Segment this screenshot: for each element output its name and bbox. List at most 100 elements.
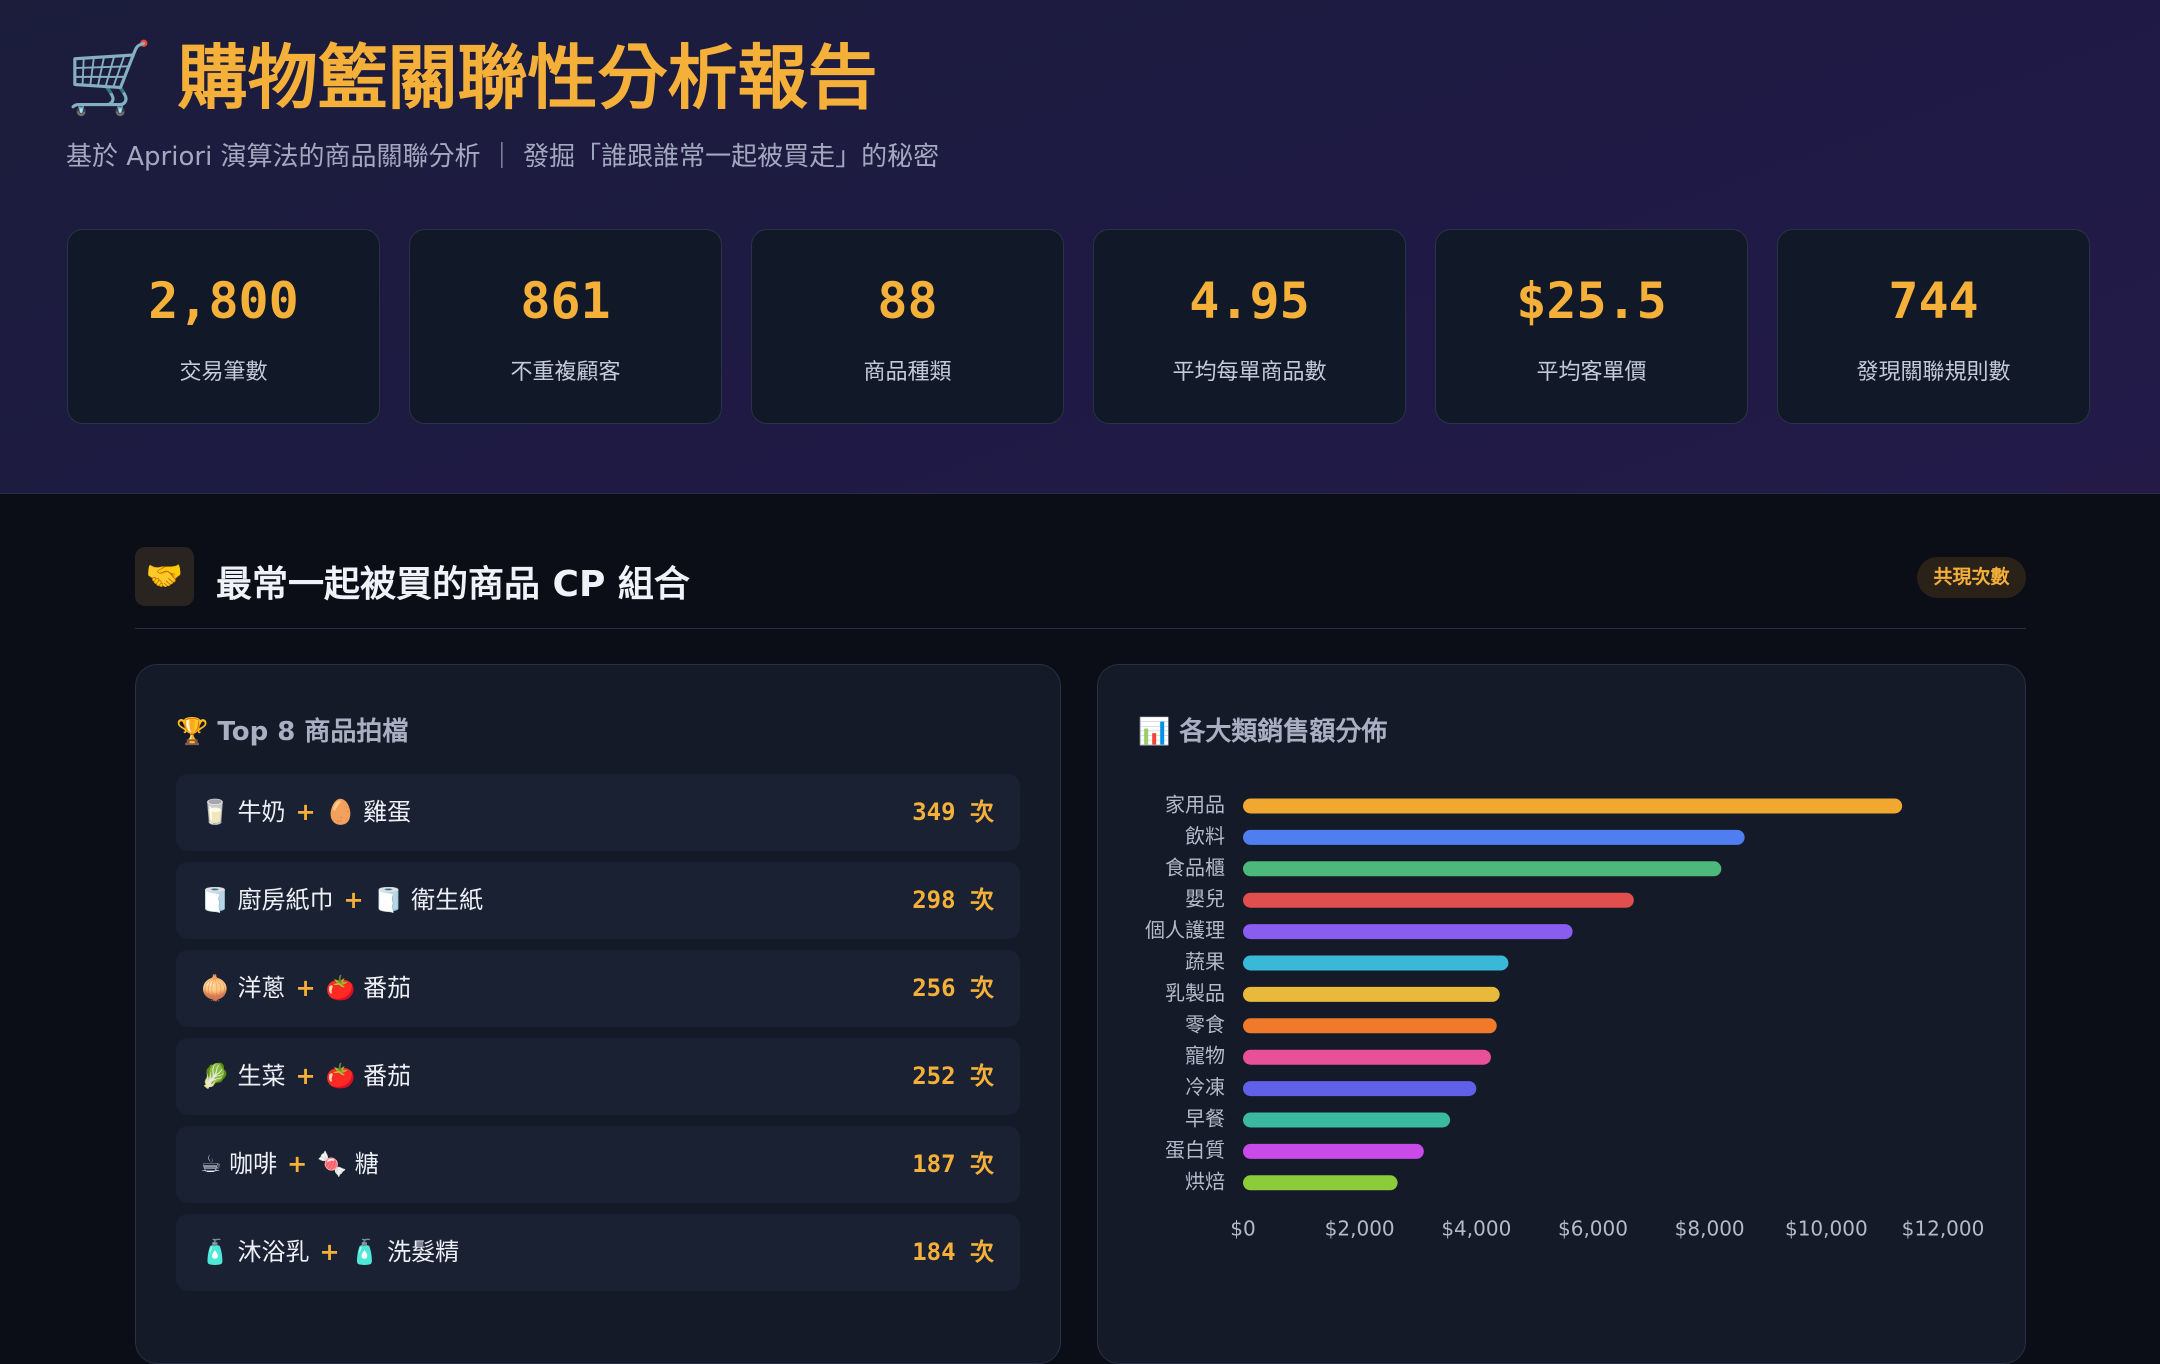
pair-item: 🧅 洋蔥 + 🍅 番茄 256 次 [176,950,1020,1027]
stat-card: 2,800 交易筆數 [67,229,380,424]
y-tick-label: 蛋白質 [1165,1138,1225,1162]
stat-value: 861 [520,272,611,330]
pair-names: 🥬 生菜 + 🍅 番茄 [200,1038,411,1115]
pair-item: 🧴 沐浴乳 + 🧴 洗髮精 184 次 [176,1214,1020,1291]
title-icon: 🛒 [66,37,154,119]
y-tick-label: 冷凍 [1185,1075,1225,1099]
y-tick-label: 烘焙 [1185,1169,1225,1193]
section-title: 最常一起被買的商品 CP 組合 [216,564,690,605]
stat-value: $25.5 [1516,272,1667,330]
pair-count: 184 次 [912,1238,994,1266]
y-tick-label: 寵物 [1185,1044,1225,1068]
y-tick-label: 家用品 [1165,793,1225,817]
joiner: + [295,1062,316,1090]
pair-count: 256 次 [912,974,994,1002]
item-b: 🥚 雞蛋 [325,798,412,826]
joiner: + [295,974,316,1002]
chart-title: 📊 各大類銷售額分佈 [1138,717,1388,747]
stat-label: 交易筆數 [179,360,268,385]
panel-title: 🏆 Top 8 商品拍檔 [176,717,409,747]
stat-card: 88 商品種類 [751,229,1064,424]
stat-value: 88 [877,272,938,330]
stat-label: 商品種類 [863,360,952,385]
stat-value: 2,800 [148,272,299,330]
y-tick-label: 食品櫃 [1165,855,1225,879]
chart: $0 $2,000 $4,000 $6,000 $8,000 $10,000 $12,000… [1145,793,1984,1241]
pair-item: 🧻 廚房紙巾 + 🧻 衛生紙 298 次 [176,862,1020,939]
stat-value: 744 [1888,272,1979,330]
y-tick-label: 嬰兒 [1185,887,1225,911]
item-b: 🧴 洗髮精 [349,1238,460,1266]
bar [1243,1081,1477,1097]
bar [1243,986,1500,1002]
pair-names: 🧅 洋蔥 + 🍅 番茄 [200,950,411,1027]
y-tick-label: 個人護理 [1145,918,1225,942]
item-a: 🥬 生菜 [200,1062,286,1090]
x-tick-label: $10,000 [1785,1217,1868,1241]
x-tick-label: $4,000 [1441,1217,1511,1241]
joiner: + [287,1150,308,1178]
stat-label: 平均每單商品數 [1172,360,1327,385]
y-tick-label: 飲料 [1185,824,1225,848]
stat-label: 發現關聯規則數 [1856,360,2011,385]
bar [1243,1143,1424,1159]
bar [1243,892,1634,908]
bar [1243,798,1903,814]
stat-card: $25.5 平均客單價 [1435,229,1748,424]
pair-names: 🧴 沐浴乳 + 🧴 洗髮精 [200,1214,459,1291]
item-b: 🧻 衛生紙 [373,886,484,914]
pair-count: 252 次 [912,1062,994,1090]
joiner: + [319,1238,340,1266]
chart-panel: 📊 各大類銷售額分佈 $0 $2,000 $4,000 $6,000 $8,000 $10… [1097,664,2026,1364]
bar [1243,1018,1497,1034]
item-b: 🍅 番茄 [325,974,412,1002]
item-b: 🍅 番茄 [325,1062,412,1090]
joiner: + [343,886,364,914]
item-b: 🍬 糖 [317,1150,379,1178]
pair-item: 🥛 牛奶 + 🥚 雞蛋 349 次 [176,774,1020,851]
stat-label: 不重複顧客 [510,360,621,385]
header: 🛒 購物籃關聯性分析報告 基於 Apriori 演算法的商品關聯分析 ｜ 發掘「… [0,0,2160,494]
item-a: 🧻 廚房紙巾 [200,886,334,914]
bar [1243,924,1573,940]
bar [1243,861,1722,877]
stat-card: 744 發現關聯規則數 [1777,229,2090,424]
bar [1243,829,1745,845]
bar [1243,955,1509,971]
pair-count: 187 次 [912,1150,994,1178]
stat-card: 861 不重複顧客 [409,229,722,424]
y-tick-label: 蔬果 [1185,950,1225,974]
pair-count: 298 次 [912,886,994,914]
y-tick-label: 乳製品 [1165,981,1225,1005]
pair-names: ☕ 咖啡 + 🍬 糖 [200,1126,379,1203]
subtitle: 基於 Apriori 演算法的商品關聯分析 ｜ 發掘「誰跟誰常一起被買走」的秘密 [66,142,940,172]
y-tick-label: 早餐 [1185,1107,1225,1131]
stat-value: 4.95 [1189,272,1310,330]
stat-label: 平均客單價 [1536,360,1647,385]
x-tick-label: $2,000 [1325,1217,1395,1241]
item-a: 🥛 牛奶 [200,798,286,826]
pair-names: 🧻 廚房紙巾 + 🧻 衛生紙 [200,862,483,939]
title-text: 購物籃關聯性分析報告 [177,37,878,119]
x-tick-label: $8,000 [1675,1217,1745,1241]
title: 🛒 購物籃關聯性分析報告 [66,22,878,123]
bar [1243,1112,1451,1128]
pair-count: 349 次 [912,798,994,826]
item-a: 🧅 洋蔥 [200,974,286,1002]
pair-names: 🥛 牛奶 + 🥚 雞蛋 [200,774,411,851]
x-tick-label: $6,000 [1558,1217,1628,1241]
bar [1243,1049,1491,1065]
x-tick-label: $0 [1230,1217,1255,1241]
badge: 共現次數 [1917,557,2026,598]
pair-item: ☕ 咖啡 + 🍬 糖 187 次 [176,1126,1020,1203]
bar [1243,1175,1398,1191]
y-tick-label: 零食 [1185,1012,1225,1036]
joiner: + [295,798,316,826]
section-icon: 🤝 [135,547,194,606]
stat-card: 4.95 平均每單商品數 [1093,229,1406,424]
item-a: 🧴 沐浴乳 [200,1238,310,1266]
divider [135,628,2026,629]
item-a: ☕ 咖啡 [200,1150,278,1178]
pairs-panel: 🏆 Top 8 商品拍檔 🥛 牛奶 + 🥚 雞蛋 349 次 🧻 廚房紙巾 + 🧻 衛生紙 2… [135,664,1061,1364]
